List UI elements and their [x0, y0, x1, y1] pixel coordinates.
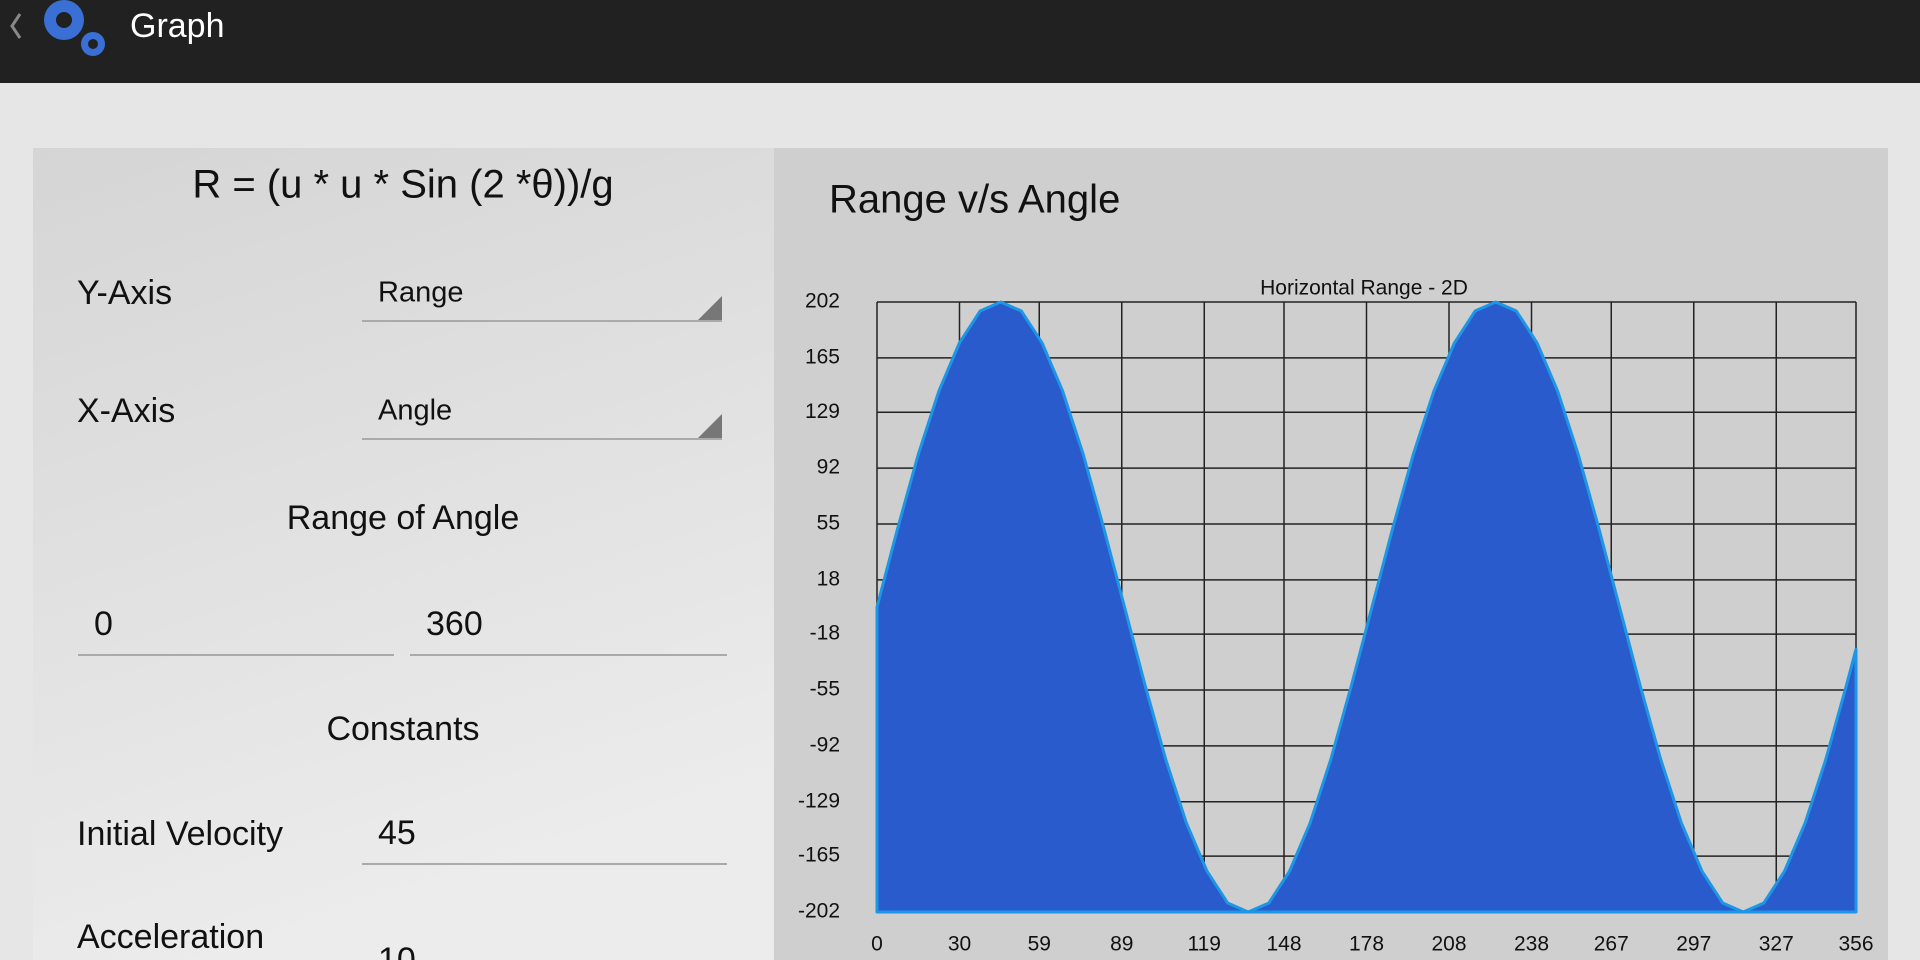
- y-tick-label: -18: [810, 622, 840, 645]
- y-axis-spinner[interactable]: Range: [378, 277, 463, 309]
- app-bar: [0, 0, 1920, 83]
- area: [875, 300, 1858, 914]
- x-tick-label: 89: [1110, 933, 1133, 956]
- x-tick-label: 119: [1188, 933, 1221, 956]
- x-tick-label: 30: [948, 933, 971, 956]
- section-heading: Range of Angle: [287, 499, 520, 537]
- chart-title: Horizontal Range - 2D: [1260, 277, 1468, 300]
- y-tick-label: -129: [798, 789, 840, 812]
- x-tick-label: 267: [1594, 933, 1629, 956]
- spinner-arrow: [698, 296, 722, 320]
- x-axis-label: X-Axis: [77, 392, 175, 430]
- x-axis-spinner[interactable]: Angle: [378, 395, 452, 427]
- y-tick-label: 92: [817, 456, 840, 479]
- range-from-input[interactable]: 0: [94, 605, 113, 643]
- section-heading: Constants: [326, 710, 479, 748]
- form-panel: [33, 148, 774, 960]
- graph-heading: Range v/s Angle: [829, 178, 1120, 222]
- acceleration-input[interactable]: 10: [378, 941, 416, 960]
- x-tick-label: 238: [1514, 933, 1549, 956]
- x-tick-label: 356: [1838, 933, 1873, 956]
- back-icon[interactable]: [10, 13, 22, 39]
- x-tick-label: 148: [1266, 933, 1301, 956]
- velocity-input[interactable]: 45: [378, 814, 416, 852]
- y-tick-label: -92: [810, 733, 840, 756]
- range-to-input[interactable]: 360: [426, 605, 483, 643]
- spinner-arrow: [698, 414, 722, 438]
- x-tick-label: 178: [1349, 933, 1384, 956]
- x-tick-label: 59: [1028, 933, 1051, 956]
- y-tick-label: -202: [798, 900, 840, 923]
- y-tick-label: -55: [810, 678, 840, 701]
- y-axis-label: Y-Axis: [77, 274, 172, 312]
- x-tick-label: 297: [1676, 933, 1711, 956]
- y-tick-label: 129: [805, 400, 840, 423]
- app-title: Graph: [130, 7, 225, 45]
- y-tick-label: 18: [817, 567, 840, 590]
- x-tick-label: 0: [871, 933, 883, 956]
- app-icon[interactable]: [44, 0, 105, 56]
- y-tick-label: 202: [805, 290, 840, 313]
- formula: R = (u * u * Sin (2 *θ))/g: [192, 163, 613, 207]
- x-tick-label: 208: [1431, 933, 1466, 956]
- y-tick-label: -165: [798, 844, 840, 867]
- x-tick-label: 327: [1759, 933, 1794, 956]
- acceleration-label: Acceleration: [77, 918, 264, 956]
- y-tick-label: 55: [817, 512, 840, 535]
- y-tick-label: 165: [805, 345, 840, 368]
- velocity-label: Initial Velocity: [77, 815, 283, 853]
